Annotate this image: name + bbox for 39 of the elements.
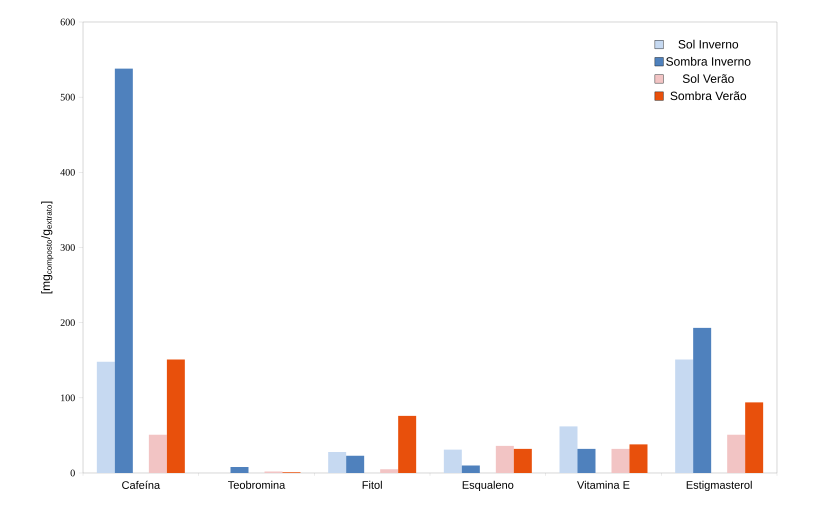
bar	[559, 426, 578, 473]
x-tick-label: Esqualeno	[462, 480, 514, 492]
x-tick-label: Estigmasterol	[686, 480, 752, 492]
x-tick-label: Fitol	[362, 480, 382, 489]
bar	[380, 469, 398, 473]
legend-label: Sombra Inverno	[666, 56, 750, 66]
legend-label: Sombra Verão	[670, 91, 746, 100]
y-tick-label: 300	[60, 244, 75, 251]
bar	[611, 448, 630, 473]
y-tick-label: 400	[60, 168, 75, 176]
bar	[346, 456, 364, 473]
bar	[727, 434, 746, 473]
bar	[693, 328, 712, 473]
x-tick-label: Vitamina E	[577, 480, 630, 489]
bar	[166, 359, 185, 473]
legend-label: Sol Inverno	[678, 40, 738, 49]
bar	[96, 362, 115, 473]
y-tick-label: 200	[60, 319, 75, 326]
x-tick-label: Teobromina	[228, 480, 286, 489]
bar	[444, 450, 462, 473]
bar	[148, 434, 167, 473]
bar	[230, 466, 249, 473]
bar	[675, 359, 694, 473]
bar	[496, 446, 514, 473]
bar	[398, 416, 416, 473]
bar	[629, 444, 648, 473]
y-tick-label: 0	[70, 470, 75, 476]
y-axis-title: [mg$_{composto}$/g$_{extrato}$]	[41, 202, 54, 294]
bar	[114, 68, 133, 473]
x-tick-label: Cafeína	[122, 480, 160, 489]
y-tick-label: 600	[60, 18, 75, 26]
y-tick-label: 500	[60, 94, 75, 101]
y-tick-label: 100	[61, 394, 75, 402]
legend-label: Sol Verão	[682, 74, 734, 83]
bar	[462, 465, 480, 473]
bar	[328, 452, 346, 473]
bar	[514, 448, 532, 473]
bar	[745, 402, 764, 473]
bar	[577, 448, 596, 473]
